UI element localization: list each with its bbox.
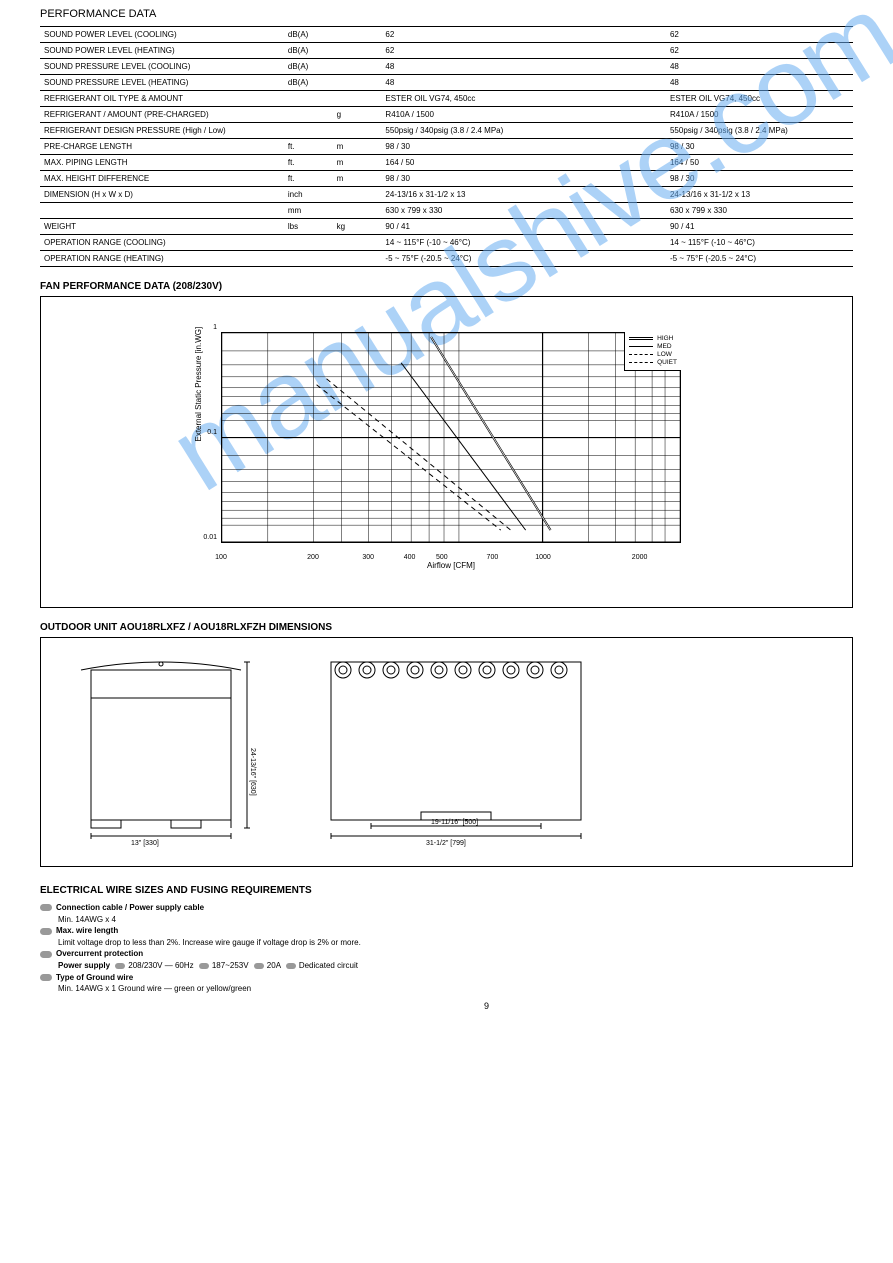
- dimensions-title: OUTDOOR UNIT AOU18RLXFZ / AOU18RLXFZH DI…: [40, 622, 853, 633]
- table-row: SOUND PRESSURE LEVEL (COOLING)dB(A)4848: [40, 59, 853, 75]
- table-row: PRE-CHARGE LENGTHft.m98 / 3098 / 30: [40, 139, 853, 155]
- fan-chart-title: FAN PERFORMANCE DATA (208/230V): [40, 281, 853, 292]
- fan-chart: External Static Pressure [in.WG] Airflow…: [221, 332, 681, 542]
- spec-table: SOUND POWER LEVEL (COOLING)dB(A)6262SOUN…: [40, 26, 853, 267]
- table-row: WEIGHTlbskg90 / 4190 / 41: [40, 219, 853, 235]
- table-row: REFRIGERANT DESIGN PRESSURE (High / Low)…: [40, 123, 853, 139]
- x-axis-label: Airflow [CFM]: [427, 561, 475, 570]
- side-view-drawing: 24-13/16" [630] 13" [330]: [51, 648, 271, 848]
- wiring-left: Connection cable / Power supply cable Mi…: [40, 902, 361, 995]
- height-dim: 24-13/16" [630]: [249, 748, 256, 796]
- table-row: SOUND PRESSURE LEVEL (HEATING)dB(A)4848: [40, 75, 853, 91]
- chart-legend: HIGHMEDLOWQUIET: [624, 332, 681, 371]
- table-row: MAX. HEIGHT DIFFERENCEft.m98 / 3098 / 30: [40, 171, 853, 187]
- wiring-title: ELECTRICAL WIRE SIZES AND FUSING REQUIRE…: [40, 885, 853, 896]
- fan-chart-panel: External Static Pressure [in.WG] Airflow…: [40, 296, 853, 608]
- y-axis-label: External Static Pressure [in.WG]: [194, 327, 203, 442]
- table-row: REFRIGERANT OIL TYPE & AMOUNTESTER OIL V…: [40, 91, 853, 107]
- page-title: PERFORMANCE DATA: [40, 8, 853, 20]
- foot-span-dim: 19-11/16" [500]: [431, 819, 478, 826]
- table-row: SOUND POWER LEVEL (HEATING)dB(A)6262: [40, 43, 853, 59]
- depth-dim: 13" [330]: [131, 840, 159, 847]
- dimensions-panel: 24-13/16" [630] 13" [330] 31-1/2" [799] …: [40, 637, 853, 867]
- table-row: DIMENSION (H x W x D)inch24-13/16 x 31-1…: [40, 187, 853, 203]
- width-dim: 31-1/2" [799]: [426, 840, 466, 847]
- front-view-drawing: 31-1/2" [799] 19-11/16" [500]: [311, 648, 601, 848]
- chart-grid: [221, 332, 681, 543]
- page-number: 9: [40, 1001, 893, 1011]
- table-row: MAX. PIPING LENGTHft.m164 / 50164 / 50: [40, 155, 853, 171]
- table-row: mm630 x 799 x 330630 x 799 x 330: [40, 203, 853, 219]
- table-row: REFRIGERANT / AMOUNT (PRE-CHARGED)gR410A…: [40, 107, 853, 123]
- table-row: OPERATION RANGE (COOLING)14 ~ 115°F (-10…: [40, 235, 853, 251]
- table-row: SOUND POWER LEVEL (COOLING)dB(A)6262: [40, 27, 853, 43]
- table-row: OPERATION RANGE (HEATING)-5 ~ 75°F (-20.…: [40, 251, 853, 267]
